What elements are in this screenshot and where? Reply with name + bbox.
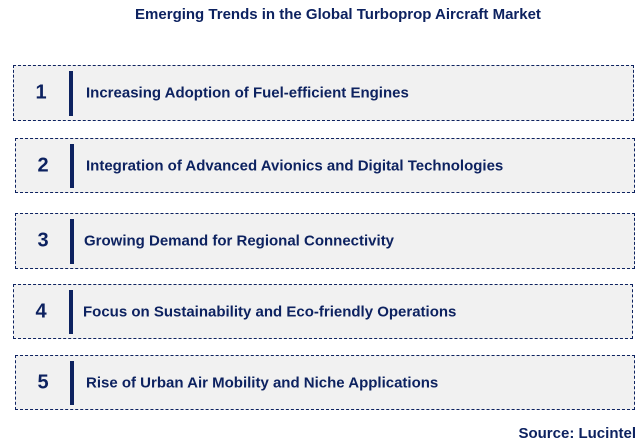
diagram-title: Emerging Trends in the Global Turboprop …	[135, 6, 541, 23]
trend-number: 1	[35, 81, 47, 104]
trend-label: Increasing Adoption of Fuel-efficient En…	[86, 84, 409, 102]
trend-item-3: 3 Growing Demand for Regional Connectivi…	[15, 213, 635, 269]
trend-item-1: 1 Increasing Adoption of Fuel-efficient …	[13, 65, 634, 121]
trend-item-2: 2 Integration of Advanced Avionics and D…	[15, 138, 635, 193]
divider-bar	[70, 144, 74, 188]
trend-number: 4	[35, 300, 47, 322]
divider-bar	[70, 361, 74, 405]
trend-label: Growing Demand for Regional Connectivity	[84, 232, 395, 250]
trend-label: Focus on Sustainability and Eco-friendly…	[83, 303, 457, 320]
trend-item-4: 4 Focus on Sustainability and Eco-friend…	[13, 284, 633, 339]
divider-bar	[69, 290, 73, 334]
trend-label: Rise of Urban Air Mobility and Niche App…	[86, 374, 439, 391]
divider-bar	[70, 219, 74, 264]
trend-label: Integration of Advanced Avionics and Dig…	[86, 157, 504, 174]
source-credit: Source: Lucintel	[518, 425, 636, 442]
trend-number: 2	[37, 154, 49, 176]
trend-number: 5	[37, 371, 49, 393]
trend-item-5: 5 Rise of Urban Air Mobility and Niche A…	[15, 355, 635, 410]
trend-number: 3	[37, 229, 49, 252]
divider-bar	[69, 71, 73, 116]
